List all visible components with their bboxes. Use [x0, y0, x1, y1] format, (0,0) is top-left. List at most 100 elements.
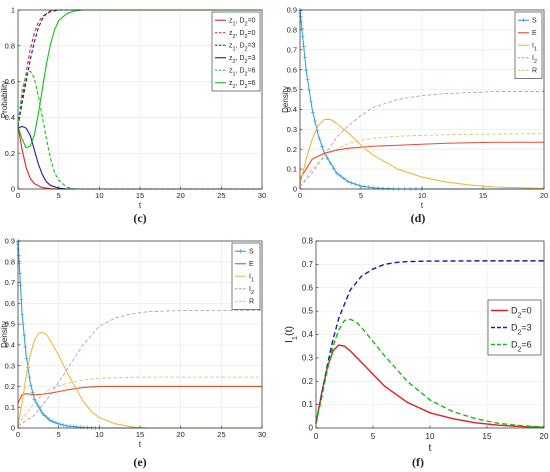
x-tick-label: 10: [95, 430, 103, 439]
x-axis-label: t: [139, 440, 142, 449]
x-tick-label: 20: [176, 191, 184, 200]
series-marker: [16, 247, 21, 252]
series-marker: [353, 182, 358, 187]
series-marker: [334, 171, 339, 176]
x-axis-label: t: [421, 201, 424, 210]
y-tick-label: 0.9: [5, 237, 15, 246]
legend-label: z2, D2=0: [229, 30, 256, 40]
series-marker: [310, 110, 315, 115]
y-tick-label: 0.7: [302, 260, 314, 269]
y-tick-label: 0.6: [5, 299, 15, 308]
y-tick-label: 0.8: [302, 237, 314, 246]
legend-marker: [238, 249, 243, 254]
legend: SE I1 I2 R: [231, 242, 261, 310]
legend-label: S: [249, 249, 254, 256]
series-marker: [78, 425, 83, 430]
grid: [18, 241, 262, 428]
series-marker: [45, 415, 50, 420]
series-marker: [53, 420, 58, 425]
x-tick-label: 20: [176, 430, 184, 439]
panel-caption: (c): [133, 211, 146, 225]
series-marker: [301, 44, 306, 49]
series-line-3: [17, 125, 262, 190]
legend-marker: [521, 18, 526, 23]
x-tick-label: 5: [359, 191, 363, 200]
series-marker: [349, 180, 354, 185]
x-tick-label: 5: [57, 430, 61, 439]
chart-1: 0 5 10 15 20 0 0.1 0.2 0.3 0.4 0.5 0.6 0.7 0.8 0.9 t Den…: [281, 6, 548, 225]
x-tick-label: 15: [136, 191, 144, 200]
x-tick-label: 0: [16, 191, 20, 200]
x-tick-label: 25: [217, 191, 225, 200]
series-marker: [55, 421, 60, 426]
series-marker: [21, 322, 26, 327]
x-tick-label: 25: [217, 430, 225, 439]
x-tick-label: 15: [483, 432, 492, 441]
series-marker: [338, 173, 343, 178]
y-tick-label: 0.1: [302, 400, 314, 409]
y-tick-label: 0.4: [5, 340, 15, 349]
series-marker: [27, 375, 32, 380]
x-tick-label: 15: [479, 191, 487, 200]
legend-label: R: [249, 299, 254, 306]
x-tick-label: 20: [540, 191, 548, 200]
y-tick-label: 0.1: [5, 403, 15, 412]
grid: [300, 10, 544, 189]
series-marker: [23, 344, 28, 349]
legend-label: R: [532, 68, 537, 75]
y-tick-label: 0: [11, 185, 15, 194]
series-marker: [317, 136, 322, 141]
series-marker: [24, 356, 29, 361]
series-marker: [40, 411, 45, 416]
series-marker: [19, 297, 24, 302]
x-tick-label: 10: [426, 432, 435, 441]
series-marker: [32, 397, 37, 402]
series-marker: [17, 271, 22, 276]
y-tick-label: 0: [293, 185, 297, 194]
y-tick-label: 0.6: [287, 65, 297, 74]
series-marker: [298, 14, 303, 19]
series-markers-0: [16, 239, 102, 430]
y-tick-label: 0.7: [287, 45, 297, 54]
series-marker: [22, 333, 27, 338]
series-marker: [81, 425, 86, 430]
panel-caption: (e): [133, 455, 146, 469]
series-line-1: [299, 141, 544, 180]
y-tick-label: 0.4: [287, 105, 297, 114]
legend-label: I1: [532, 43, 537, 53]
x-tick-label: 5: [371, 432, 376, 441]
series-marker: [20, 312, 25, 317]
x-tick-label: 20: [540, 432, 549, 441]
y-tick-label: 0.5: [287, 85, 297, 94]
y-tick-label: 0.8: [5, 257, 15, 266]
chart-3: 0 5 10 15 20 0 0.1 0.2 0.3 0.4 0.5 0.6 0.7 0.8 t I1(t) D…: [283, 237, 549, 469]
y-axis-label: Density: [281, 86, 290, 113]
panel-caption: (f): [412, 455, 424, 469]
y-tick-label: 0.2: [302, 377, 314, 386]
panel-caption: (d): [411, 211, 426, 225]
legend-box: [487, 299, 542, 356]
y-tick-label: 0.3: [302, 353, 314, 362]
x-tick-label: 30: [258, 191, 266, 200]
legend-label: D2=6: [511, 340, 532, 354]
series-marker: [18, 283, 23, 288]
y-tick-label: 0: [11, 424, 15, 433]
series-line-2: [315, 318, 545, 428]
legend-label: z2, D2=6: [229, 80, 256, 90]
y-tick-label: 0.4: [302, 330, 314, 339]
series-marker: [320, 144, 325, 149]
series-line-2: [17, 331, 262, 429]
series-marker: [362, 184, 367, 189]
x-tick-label: 10: [95, 191, 103, 200]
series-marker: [341, 176, 346, 181]
y-tick-label: 0.3: [287, 125, 297, 134]
y-tick-label: 0.4: [5, 113, 15, 122]
chart-2: 0 5 10 15 20 25 30 0 0.1 0.2 0.3 0.4 0.5 0.6 0.7 0.8 0.9…: [0, 237, 266, 469]
series-line-1: [17, 385, 262, 404]
series-marker: [36, 404, 41, 409]
y-axis-label: Probability: [0, 81, 9, 118]
series-marker: [376, 186, 381, 191]
y-tick-label: 0.7: [5, 278, 15, 287]
y-tick-label: 0.9: [287, 6, 297, 15]
x-tick-label: 15: [136, 430, 144, 439]
